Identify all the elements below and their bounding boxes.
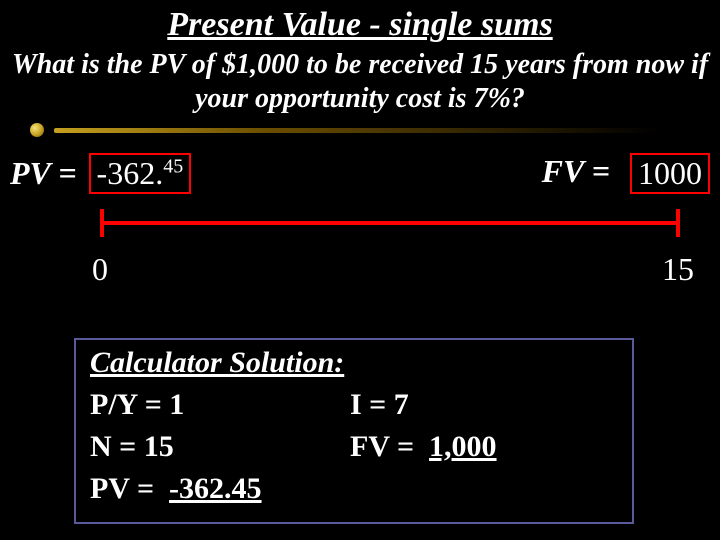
slide-title: Present Value - single sums xyxy=(0,0,720,44)
divider xyxy=(0,123,720,147)
sol-r3-val: -362.45 xyxy=(169,472,262,505)
sol-r2-left: N = 15 xyxy=(90,426,350,468)
fv-value-box: 1000 xyxy=(630,153,710,194)
timeline-labels: 0 15 xyxy=(100,251,690,291)
timeline-line xyxy=(100,221,680,225)
values-row: PV = -362.45 FV = 1000 xyxy=(0,153,720,203)
solution-row-1: P/Y = 1 I = 7 xyxy=(90,384,618,426)
sol-r2-right-val: 1,000 xyxy=(429,430,497,463)
timeline xyxy=(100,211,690,251)
sol-r1-left: P/Y = 1 xyxy=(90,384,350,426)
timeline-tick-end xyxy=(676,209,680,237)
timeline-tick-start xyxy=(100,209,104,237)
pv-value-main: -362. xyxy=(97,155,164,191)
timeline-end-label: 15 xyxy=(662,251,694,288)
timeline-start-label: 0 xyxy=(92,251,108,288)
solution-box: Calculator Solution: P/Y = 1 I = 7 N = 1… xyxy=(74,338,634,524)
gradient-line xyxy=(54,128,660,133)
bullet-icon xyxy=(30,123,44,137)
sol-r1-right: I = 7 xyxy=(350,384,409,426)
pv-value-sup: 45 xyxy=(163,156,183,178)
pv-value-box: -362.45 xyxy=(89,153,192,194)
pv-label-text: PV = xyxy=(10,155,77,191)
sol-r3: PV = -362.45 xyxy=(90,468,262,510)
fv-label: FV = xyxy=(542,153,610,190)
sol-r2-right: FV = 1,000 xyxy=(350,426,497,468)
solution-row-3: PV = -362.45 xyxy=(90,468,618,510)
sol-r3-prefix: PV = xyxy=(90,472,162,505)
solution-heading: Calculator Solution: xyxy=(90,346,618,380)
sol-r2-right-prefix: FV = xyxy=(350,430,422,463)
solution-row-2: N = 15 FV = 1,000 xyxy=(90,426,618,468)
question-text: What is the PV of $1,000 to be received … xyxy=(0,44,720,123)
pv-label: PV = -362.45 xyxy=(10,153,191,194)
